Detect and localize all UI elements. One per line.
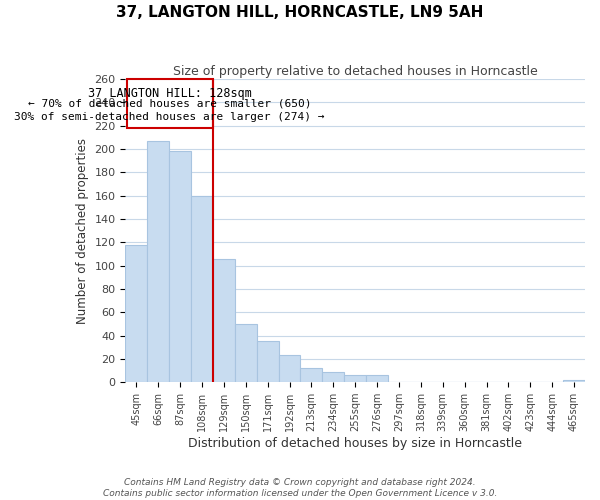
Text: 30% of semi-detached houses are larger (274) →: 30% of semi-detached houses are larger (… (14, 112, 325, 122)
Text: Contains HM Land Registry data © Crown copyright and database right 2024.
Contai: Contains HM Land Registry data © Crown c… (103, 478, 497, 498)
Bar (278, 356, 301, 382)
Bar (563, 380, 585, 382)
FancyBboxPatch shape (127, 79, 213, 128)
Bar (235, 324, 257, 382)
Bar (257, 342, 278, 382)
Bar (344, 375, 366, 382)
Text: 37 LANGTON HILL: 128sqm: 37 LANGTON HILL: 128sqm (88, 88, 251, 101)
Bar (322, 372, 344, 382)
Text: ← 70% of detached houses are smaller (650): ← 70% of detached houses are smaller (65… (28, 99, 311, 109)
Bar (213, 258, 235, 382)
Bar (147, 141, 169, 382)
Bar (191, 196, 213, 382)
Title: Size of property relative to detached houses in Horncastle: Size of property relative to detached ho… (173, 65, 538, 78)
Bar (301, 368, 322, 382)
Text: 37, LANGTON HILL, HORNCASTLE, LN9 5AH: 37, LANGTON HILL, HORNCASTLE, LN9 5AH (116, 5, 484, 20)
Bar (169, 152, 191, 382)
Bar (125, 244, 147, 382)
X-axis label: Distribution of detached houses by size in Horncastle: Distribution of detached houses by size … (188, 437, 522, 450)
Bar (366, 375, 388, 382)
Y-axis label: Number of detached properties: Number of detached properties (76, 138, 89, 324)
